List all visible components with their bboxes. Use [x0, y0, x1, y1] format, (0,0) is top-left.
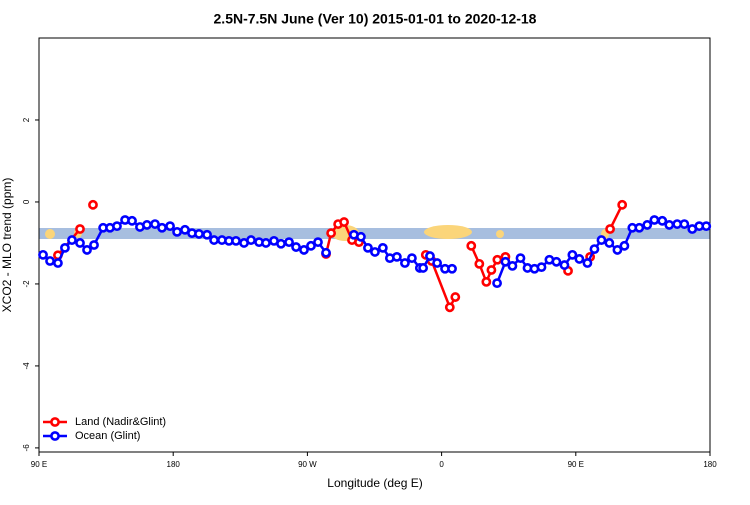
point [45, 256, 55, 266]
point [400, 258, 410, 268]
point [306, 240, 316, 251]
chart-title: 2.5N-7.5N June (Ver 10) 2015-01-01 to 20… [214, 11, 537, 27]
legend-entry: Land (Nadir&Glint) [43, 416, 166, 428]
point [679, 219, 690, 229]
point [53, 258, 63, 268]
legend-entry: Ocean (Glint) [43, 430, 140, 442]
point [370, 247, 380, 257]
point [466, 240, 477, 251]
point [507, 261, 518, 271]
point [82, 245, 92, 255]
point [407, 253, 417, 264]
map-strip [39, 225, 710, 241]
point [536, 262, 547, 273]
point [209, 235, 219, 245]
plot-frame [38, 37, 711, 453]
point [567, 249, 578, 260]
point [299, 245, 309, 255]
point [313, 237, 323, 248]
point [67, 235, 77, 245]
y-tick-label: -6 [22, 444, 31, 452]
point [127, 215, 137, 226]
point [432, 258, 443, 268]
point [150, 219, 160, 229]
point [231, 236, 241, 246]
x-tick-label: 90 E [568, 460, 584, 469]
point [701, 221, 712, 232]
point [634, 222, 645, 233]
point [481, 276, 492, 287]
point [60, 242, 70, 253]
point [194, 229, 204, 239]
point [202, 229, 212, 240]
y-tick-label: -4 [22, 362, 31, 370]
point [604, 238, 615, 248]
point [642, 220, 653, 230]
point [326, 228, 337, 239]
point [356, 231, 366, 242]
x-tick-label: 90 E [31, 460, 47, 469]
point [492, 254, 503, 265]
point [112, 221, 122, 232]
point [605, 224, 615, 234]
point [619, 240, 630, 251]
point [363, 242, 373, 253]
x-tick-label: 90 W [298, 460, 317, 469]
point [447, 263, 457, 274]
point [596, 235, 607, 245]
point [589, 244, 600, 254]
y-tick-label: -2 [22, 280, 31, 288]
point [582, 258, 593, 268]
point [142, 220, 152, 230]
point [172, 226, 182, 237]
point [486, 265, 497, 275]
point [321, 247, 331, 258]
legend-label: Land (Nadir&Glint) [75, 416, 166, 428]
point [261, 238, 271, 248]
legend-marker [50, 431, 60, 441]
x-tick-label: 180 [167, 460, 181, 469]
point [38, 249, 48, 260]
legend-label: Ocean (Glint) [75, 430, 140, 442]
point [444, 302, 455, 313]
point [425, 251, 435, 261]
point [276, 238, 286, 249]
point [418, 263, 429, 273]
x-tick-label: 0 [439, 460, 444, 469]
point [284, 237, 294, 248]
x-tick-label: 180 [703, 460, 717, 469]
y-tick-label: 0 [22, 199, 31, 204]
point [492, 278, 502, 289]
point [75, 238, 85, 248]
point [165, 221, 175, 232]
point [89, 240, 99, 250]
point [515, 253, 526, 264]
point [391, 251, 402, 262]
point [649, 215, 660, 225]
point [612, 245, 623, 255]
point [291, 242, 301, 252]
x-axis-label: Longitude (deg E) [327, 476, 422, 490]
point [339, 217, 349, 227]
point [617, 199, 628, 210]
y-axis-label: XCO2 - MLO trend (ppm) [0, 178, 14, 313]
point [551, 256, 562, 267]
point [574, 254, 585, 264]
point [450, 292, 461, 302]
y-tick-label: 2 [22, 117, 31, 122]
legend-marker [50, 417, 60, 427]
point [500, 256, 511, 267]
point [246, 235, 256, 245]
point [664, 220, 675, 230]
point [657, 215, 668, 226]
point [377, 242, 388, 253]
point [157, 222, 167, 233]
point [474, 258, 485, 269]
point [88, 199, 98, 210]
point [75, 224, 85, 234]
point [559, 260, 570, 270]
